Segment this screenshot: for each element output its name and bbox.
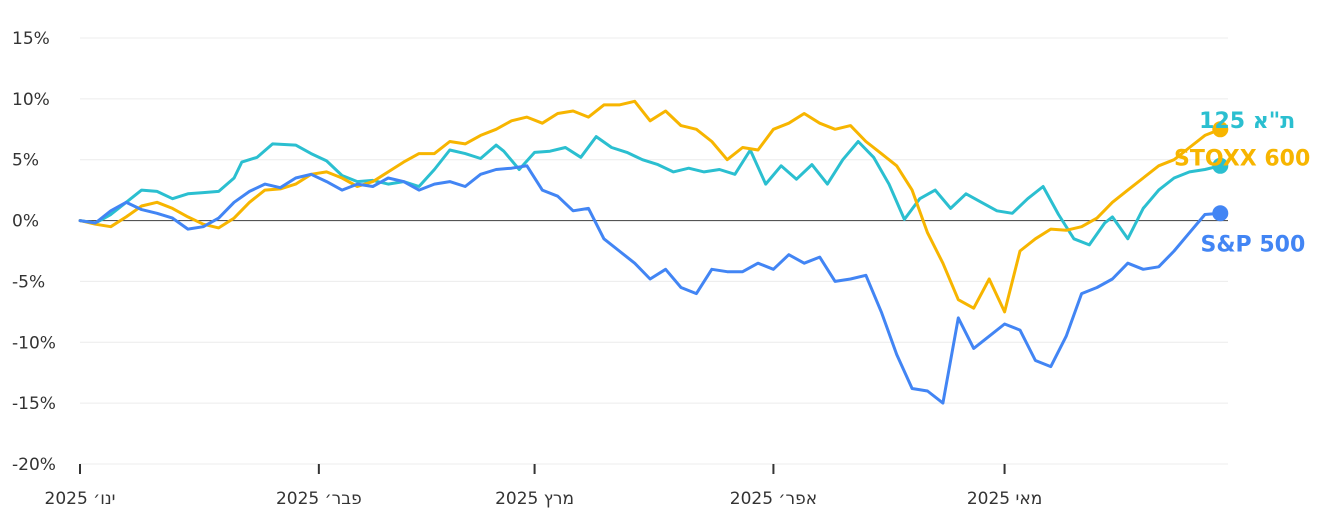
series-endpoint-marker xyxy=(1212,205,1229,222)
y-tick-label: -5% xyxy=(12,272,45,292)
x-tick-label: פבר׳ 2025 xyxy=(276,489,362,509)
x-tick-label: ינו׳ 2025 xyxy=(45,489,116,509)
y-tick-label: 10% xyxy=(12,90,50,110)
y-tick-label: 0% xyxy=(12,212,39,232)
series-lines xyxy=(78,99,1229,405)
series-line xyxy=(78,99,1222,314)
x-tick-label: מרץ 2025 xyxy=(495,489,574,509)
grid-lines xyxy=(80,37,1228,465)
series-line xyxy=(78,135,1222,247)
y-tick-label: -20% xyxy=(12,455,56,475)
series-endpoint-marker xyxy=(1212,157,1229,174)
series-line xyxy=(78,164,1222,405)
y-tick-label: -10% xyxy=(12,333,56,353)
series-name-label: STOXX 600 xyxy=(1174,146,1310,171)
series-labels: ת"א 125 STOXX 600 S&P 500 xyxy=(1174,109,1310,257)
series-endpoint-marker xyxy=(1212,121,1229,138)
y-tick-label: 15% xyxy=(12,29,50,49)
y-tick-label: 5% xyxy=(12,151,39,171)
series-name-label: ת"א 125 xyxy=(1199,109,1295,134)
x-tick-label: אפר׳ 2025 xyxy=(730,489,817,509)
y-axis: 15% 10% 5% 0% -5% -10% -15% -20% xyxy=(12,29,56,475)
series-name-label: S&P 500 xyxy=(1201,232,1306,257)
x-axis: ינו׳ 2025 פבר׳ 2025 מרץ 2025 אפר׳ 2025 מאי 2… xyxy=(45,464,1042,509)
x-tick-label: מאי 2025 xyxy=(967,489,1042,509)
y-tick-label: -15% xyxy=(12,394,56,414)
